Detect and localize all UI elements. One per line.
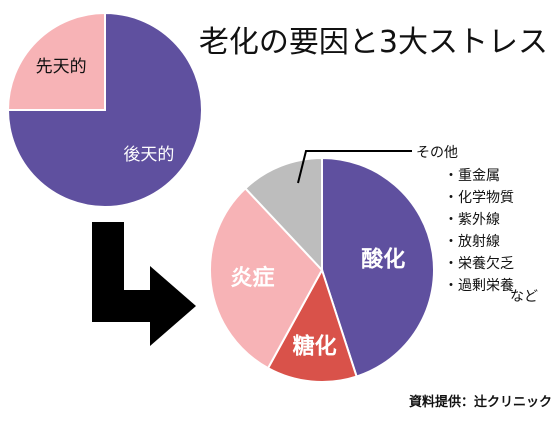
pie-label-1-0: 後天的 — [123, 145, 174, 165]
pie-label-2-1: 糖化 — [293, 334, 337, 360]
callout-line — [297, 150, 412, 184]
other-list-item: ・重金属 — [444, 168, 500, 184]
pie-slice-2-0 — [321, 156, 435, 378]
pie-slice-1-1 — [6, 11, 106, 111]
other-list-item: ・放射線 — [444, 234, 500, 250]
other-list-footer: など — [510, 289, 538, 305]
pie-slice-2-1 — [266, 267, 358, 383]
down-right-arrow — [92, 222, 196, 346]
pie-slice-2-2 — [209, 186, 324, 370]
other-list-item: ・紫外線 — [444, 212, 500, 228]
pie-chart-heredity: 後天的 先天的 — [6, 11, 203, 208]
other-list-item: ・過剰栄養 — [444, 277, 514, 294]
pie-label-2-0: 酸化 — [361, 246, 405, 272]
pie-label-1-1: 先天的 — [36, 57, 87, 77]
pie-slice-1-0 — [6, 11, 203, 208]
pie-slice-2-3 — [243, 156, 323, 273]
arrow-icon — [92, 222, 196, 346]
pie-label-2-2: 炎症 — [231, 265, 275, 291]
credit-text: 資料提供：辻クリニック — [409, 394, 552, 410]
other-list-item: ・栄養欠乏 — [444, 255, 514, 272]
other-list-item: ・化学物質 — [444, 190, 514, 206]
figure-title: 老化の要因と3大ストレス — [199, 25, 548, 60]
other-list-header: その他 — [416, 145, 458, 161]
other-list: ・重金属・化学物質・紫外線・放射線・栄養欠乏・過剰栄養 — [444, 168, 514, 294]
